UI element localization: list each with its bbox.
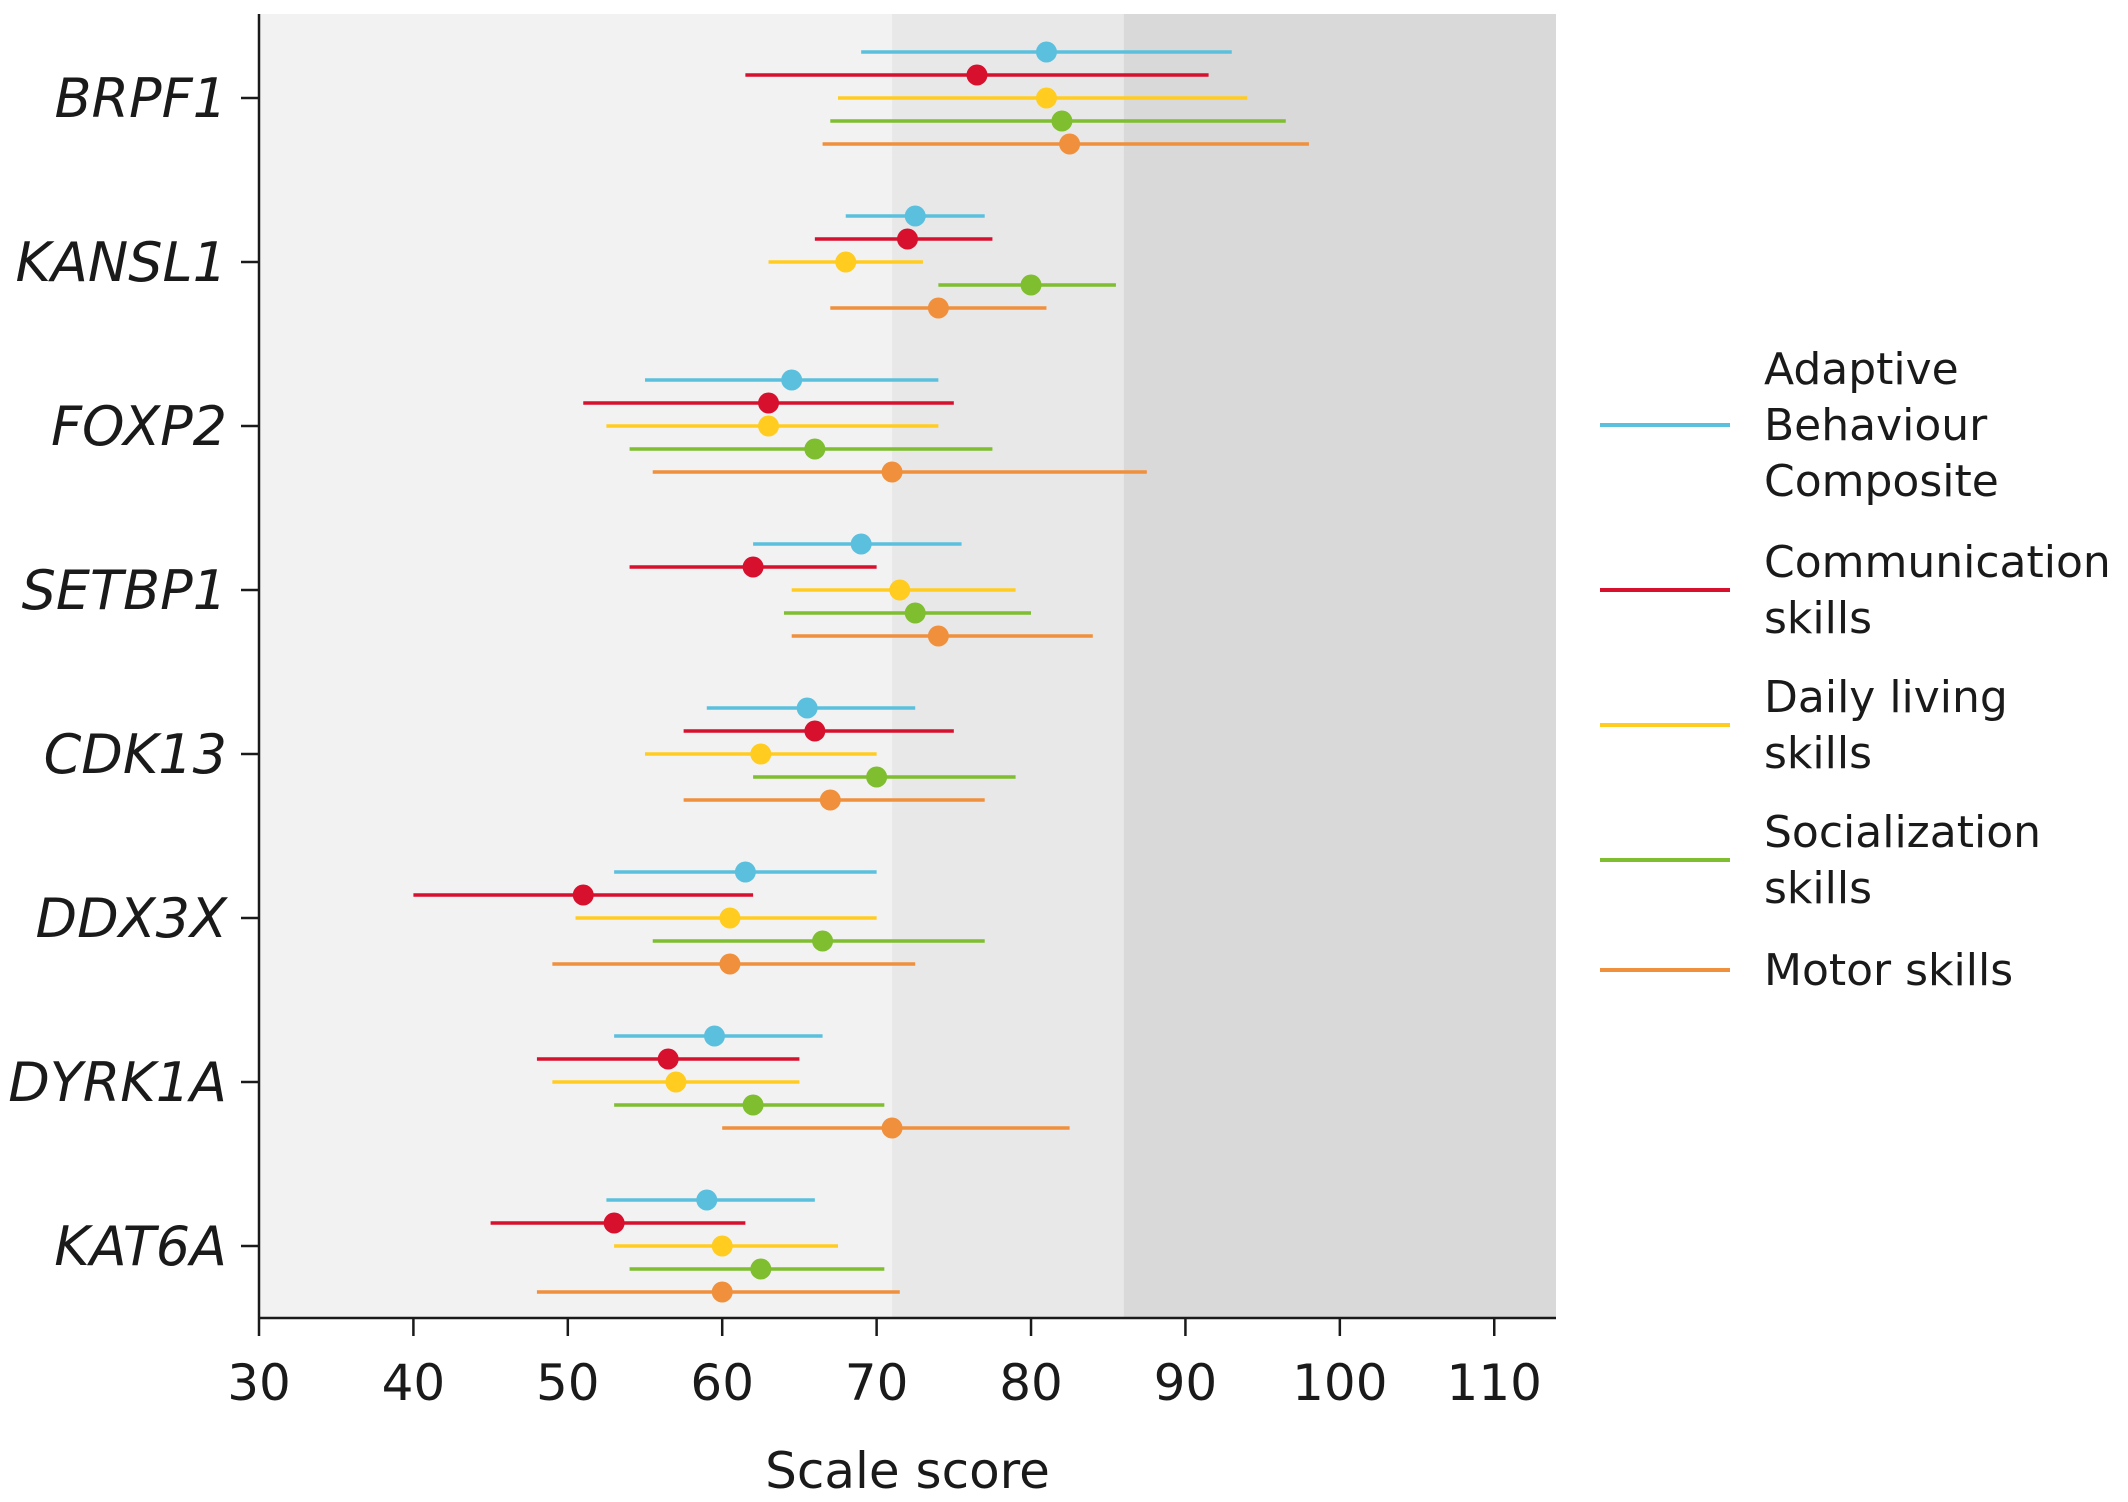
mean-point bbox=[750, 1258, 772, 1280]
mean-point bbox=[897, 228, 918, 250]
gene-label: DDX3X bbox=[35, 887, 228, 950]
series-5 bbox=[536, 133, 1309, 1303]
mean-point bbox=[742, 556, 764, 578]
legend-label: Behaviour bbox=[1764, 400, 1988, 451]
gene-label: KANSL1 bbox=[16, 231, 227, 294]
mean-point bbox=[742, 1094, 764, 1116]
mean-point bbox=[819, 789, 841, 811]
legend-label: skills bbox=[1764, 593, 1872, 644]
mean-point bbox=[1020, 274, 1042, 296]
mean-point bbox=[758, 392, 780, 414]
x-tick-labels: 30 40 50 60 70 80 90 100 110 bbox=[227, 1354, 1542, 1412]
series-2 bbox=[413, 64, 1209, 1234]
series-3 bbox=[552, 87, 1248, 1257]
gene-label: KAT6A bbox=[54, 1215, 227, 1278]
series-1 bbox=[606, 41, 1232, 1211]
mean-point bbox=[696, 1189, 718, 1211]
series-4 bbox=[614, 110, 1286, 1280]
mean-point bbox=[711, 1235, 733, 1257]
legend-label: Daily living bbox=[1764, 672, 2008, 723]
background-band-2 bbox=[892, 14, 1124, 1318]
mean-point bbox=[711, 1281, 733, 1303]
mean-point bbox=[1035, 41, 1057, 63]
background-band-1 bbox=[259, 14, 893, 1318]
x-tick-label: 100 bbox=[1292, 1354, 1387, 1412]
mean-point bbox=[889, 579, 911, 601]
mean-point bbox=[927, 625, 949, 647]
mean-point bbox=[603, 1212, 625, 1234]
x-tick-label: 110 bbox=[1447, 1354, 1542, 1412]
mean-point bbox=[966, 64, 988, 86]
mean-point bbox=[703, 1025, 725, 1047]
legend-label: Communication bbox=[1764, 537, 2111, 588]
mean-point bbox=[572, 884, 594, 906]
mean-point bbox=[781, 369, 803, 391]
x-axis-title: Scale score bbox=[765, 1442, 1050, 1500]
legend-label: Adaptive bbox=[1764, 344, 1959, 395]
mean-point bbox=[1051, 110, 1073, 132]
x-tick-label: 60 bbox=[690, 1354, 754, 1412]
legend-label: Motor skills bbox=[1764, 945, 2013, 996]
mean-point bbox=[850, 533, 872, 555]
legend-label: skills bbox=[1764, 728, 1872, 779]
gene-label: BRPF1 bbox=[54, 67, 227, 130]
x-tick-label: 50 bbox=[536, 1354, 600, 1412]
background-bands bbox=[259, 14, 1556, 1318]
x-tick-label: 70 bbox=[845, 1354, 909, 1412]
mean-point bbox=[796, 697, 818, 719]
mean-point bbox=[904, 602, 926, 624]
background-band-3 bbox=[1123, 14, 1556, 1318]
x-tick-label: 30 bbox=[227, 1354, 291, 1412]
legend-item-5: Motor skills bbox=[1600, 945, 2013, 996]
mean-point bbox=[804, 720, 826, 742]
y-tick-labels: BRPF1 KANSL1 FOXP2 SETBP1 CDK13 DDX3X DYRK1A KA… bbox=[8, 67, 228, 1278]
mean-point bbox=[719, 907, 741, 929]
axes bbox=[241, 14, 1556, 1336]
data-marks bbox=[413, 41, 1309, 1303]
mean-point bbox=[812, 930, 834, 952]
mean-point bbox=[734, 861, 756, 883]
x-tick-label: 80 bbox=[999, 1354, 1063, 1412]
gene-label: SETBP1 bbox=[22, 559, 227, 622]
mean-point bbox=[1059, 133, 1081, 155]
mean-point bbox=[758, 415, 780, 437]
mean-point bbox=[719, 953, 741, 975]
mean-point bbox=[866, 766, 888, 788]
mean-point bbox=[904, 205, 926, 227]
legend-label: Composite bbox=[1764, 456, 1999, 507]
legend-label: skills bbox=[1764, 863, 1872, 914]
gene-label: FOXP2 bbox=[51, 395, 227, 458]
gene-label: DYRK1A bbox=[8, 1051, 227, 1114]
x-tick-label: 90 bbox=[1154, 1354, 1218, 1412]
gene-label: CDK13 bbox=[44, 723, 227, 786]
mean-point bbox=[657, 1048, 679, 1070]
mean-point bbox=[804, 438, 826, 460]
mean-point bbox=[1035, 87, 1057, 109]
legend: AdaptiveBehaviourCompositeCommunications… bbox=[1600, 344, 2111, 996]
mean-point bbox=[881, 461, 903, 483]
x-tick-label: 40 bbox=[382, 1354, 446, 1412]
mean-point bbox=[665, 1071, 687, 1093]
mean-point bbox=[927, 297, 949, 319]
mean-point bbox=[835, 251, 857, 273]
mean-point bbox=[750, 743, 772, 765]
legend-label: Socialization bbox=[1764, 807, 2041, 858]
mean-point bbox=[881, 1117, 903, 1139]
